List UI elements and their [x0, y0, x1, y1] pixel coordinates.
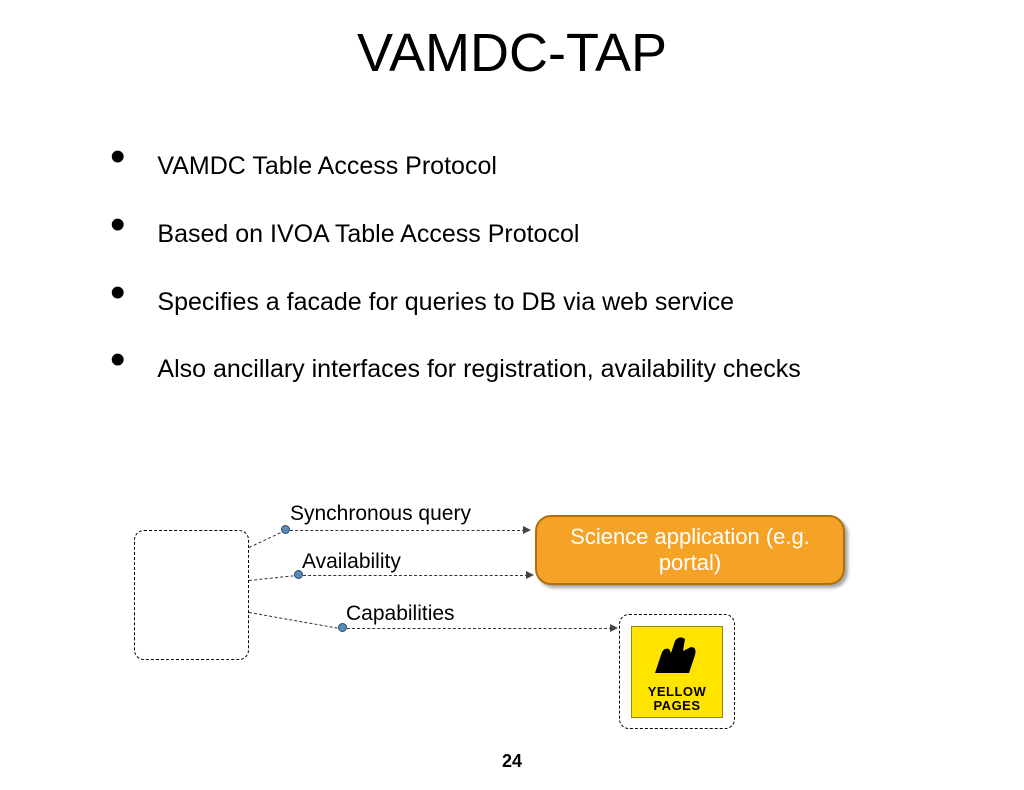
page-title: VAMDC-TAP [0, 22, 1024, 84]
arrowhead-icon [523, 526, 531, 534]
bullet-text: Specifies a facade for queries to DB via… [157, 280, 734, 320]
list-item: • VAMDC Table Access Protocol [110, 144, 964, 184]
diagram-area: Science application (e.g. portal) YELLOW… [0, 502, 1024, 742]
bullet-icon: • [110, 349, 125, 371]
yellow-pages-text-2: PAGES [653, 699, 700, 713]
bullet-text: Based on IVOA Table Access Protocol [157, 212, 579, 252]
science-application-box: Science application (e.g. portal) [535, 515, 845, 585]
edge-label-capabilities: Capabilities [346, 602, 455, 626]
service-box [134, 530, 249, 660]
connector-line [249, 575, 299, 581]
yellow-pages-logo: YELLOW PAGES [631, 626, 723, 718]
science-application-label: Science application (e.g. portal) [547, 524, 833, 577]
page-number: 24 [0, 751, 1024, 772]
connector-line [342, 628, 612, 629]
connector-node-icon [294, 570, 303, 579]
arrowhead-icon [610, 624, 618, 632]
bullet-icon: • [110, 146, 125, 168]
list-item: • Also ancillary interfaces for registra… [110, 347, 964, 387]
bullet-text: Also ancillary interfaces for registrati… [157, 347, 800, 387]
edge-label-sync: Synchronous query [290, 502, 471, 526]
list-item: • Specifies a facade for queries to DB v… [110, 280, 964, 320]
edge-label-availability: Availability [302, 550, 401, 574]
bullet-icon: • [110, 214, 125, 236]
registry-box: YELLOW PAGES [619, 614, 735, 729]
bullet-icon: • [110, 282, 125, 304]
connector-node-icon [281, 525, 290, 534]
yellow-pages-text-1: YELLOW [648, 685, 707, 699]
connector-line [249, 612, 343, 629]
connector-line [298, 575, 528, 576]
bullet-list: • VAMDC Table Access Protocol • Based on… [110, 144, 964, 387]
walking-fingers-icon [647, 633, 707, 675]
bullet-text: VAMDC Table Access Protocol [157, 144, 497, 184]
list-item: • Based on IVOA Table Access Protocol [110, 212, 964, 252]
connector-line [285, 530, 525, 531]
connector-line [249, 530, 286, 548]
arrowhead-icon [526, 571, 534, 579]
connector-node-icon [338, 623, 347, 632]
